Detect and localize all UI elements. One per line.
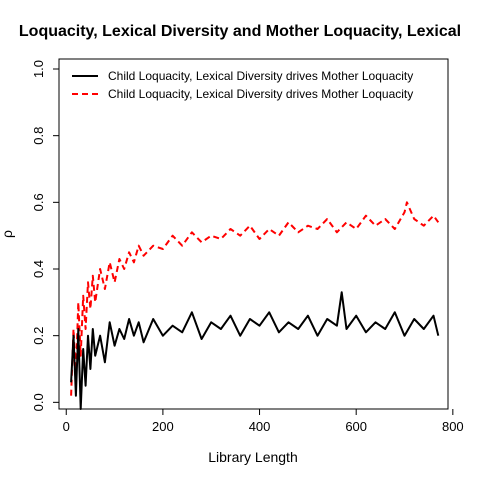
y-tick-label: 0.2 [31, 327, 46, 345]
series-line-solid [70, 291, 440, 410]
y-axis-label: ρ [0, 230, 15, 238]
y-axis: 0.0 0.2 0.4 0.6 0.8 1.0 [31, 60, 59, 411]
x-tick-label: 200 [152, 419, 174, 434]
x-tick-label: 800 [442, 419, 464, 434]
y-tick-label: 0.0 [31, 393, 46, 411]
x-axis: 0 200 400 600 800 [63, 409, 464, 434]
y-tick-label: 0.4 [31, 260, 46, 278]
x-axis-label: Library Length [208, 449, 298, 465]
x-tick-label: 400 [249, 419, 271, 434]
x-tick-label: 0 [63, 419, 70, 434]
y-tick-label: 1.0 [31, 60, 46, 78]
legend-label-1: Child Loquacity, Lexical Diversity drive… [108, 69, 413, 83]
x-tick-label: 600 [345, 419, 367, 434]
plot-frame [58, 58, 449, 410]
legend-label-2: Child Loquacity, Lexical Diversity drive… [108, 87, 413, 101]
series-layer [70, 201, 440, 410]
legend: Child Loquacity, Lexical Diversity drive… [72, 69, 413, 101]
chart-title: Loquacity, Lexical Diversity and Mother … [19, 23, 461, 40]
y-tick-label: 0.6 [31, 193, 46, 211]
y-tick-label: 0.8 [31, 127, 46, 145]
series-line-dashed [70, 201, 440, 396]
